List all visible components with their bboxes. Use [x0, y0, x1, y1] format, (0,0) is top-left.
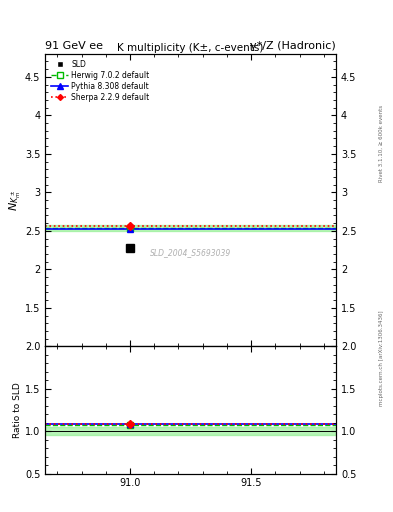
Text: 91 GeV ee: 91 GeV ee	[45, 41, 103, 51]
Text: γ*/Z (Hadronic): γ*/Z (Hadronic)	[250, 41, 336, 51]
Text: mcplots.cern.ch [arXiv:1306.3436]: mcplots.cern.ch [arXiv:1306.3436]	[379, 311, 384, 406]
Text: SLD_2004_S5693039: SLD_2004_S5693039	[150, 248, 231, 257]
Y-axis label: $N_{K^\pm_m}$: $N_{K^\pm_m}$	[7, 189, 24, 210]
Y-axis label: Ratio to SLD: Ratio to SLD	[13, 382, 22, 438]
Legend: SLD, Herwig 7.0.2 default, Pythia 8.308 default, Sherpa 2.2.9 default: SLD, Herwig 7.0.2 default, Pythia 8.308 …	[49, 57, 152, 104]
Text: Rivet 3.1.10, ≥ 600k events: Rivet 3.1.10, ≥ 600k events	[379, 105, 384, 182]
Title: K multiplicity (K±, c-events): K multiplicity (K±, c-events)	[118, 43, 264, 53]
